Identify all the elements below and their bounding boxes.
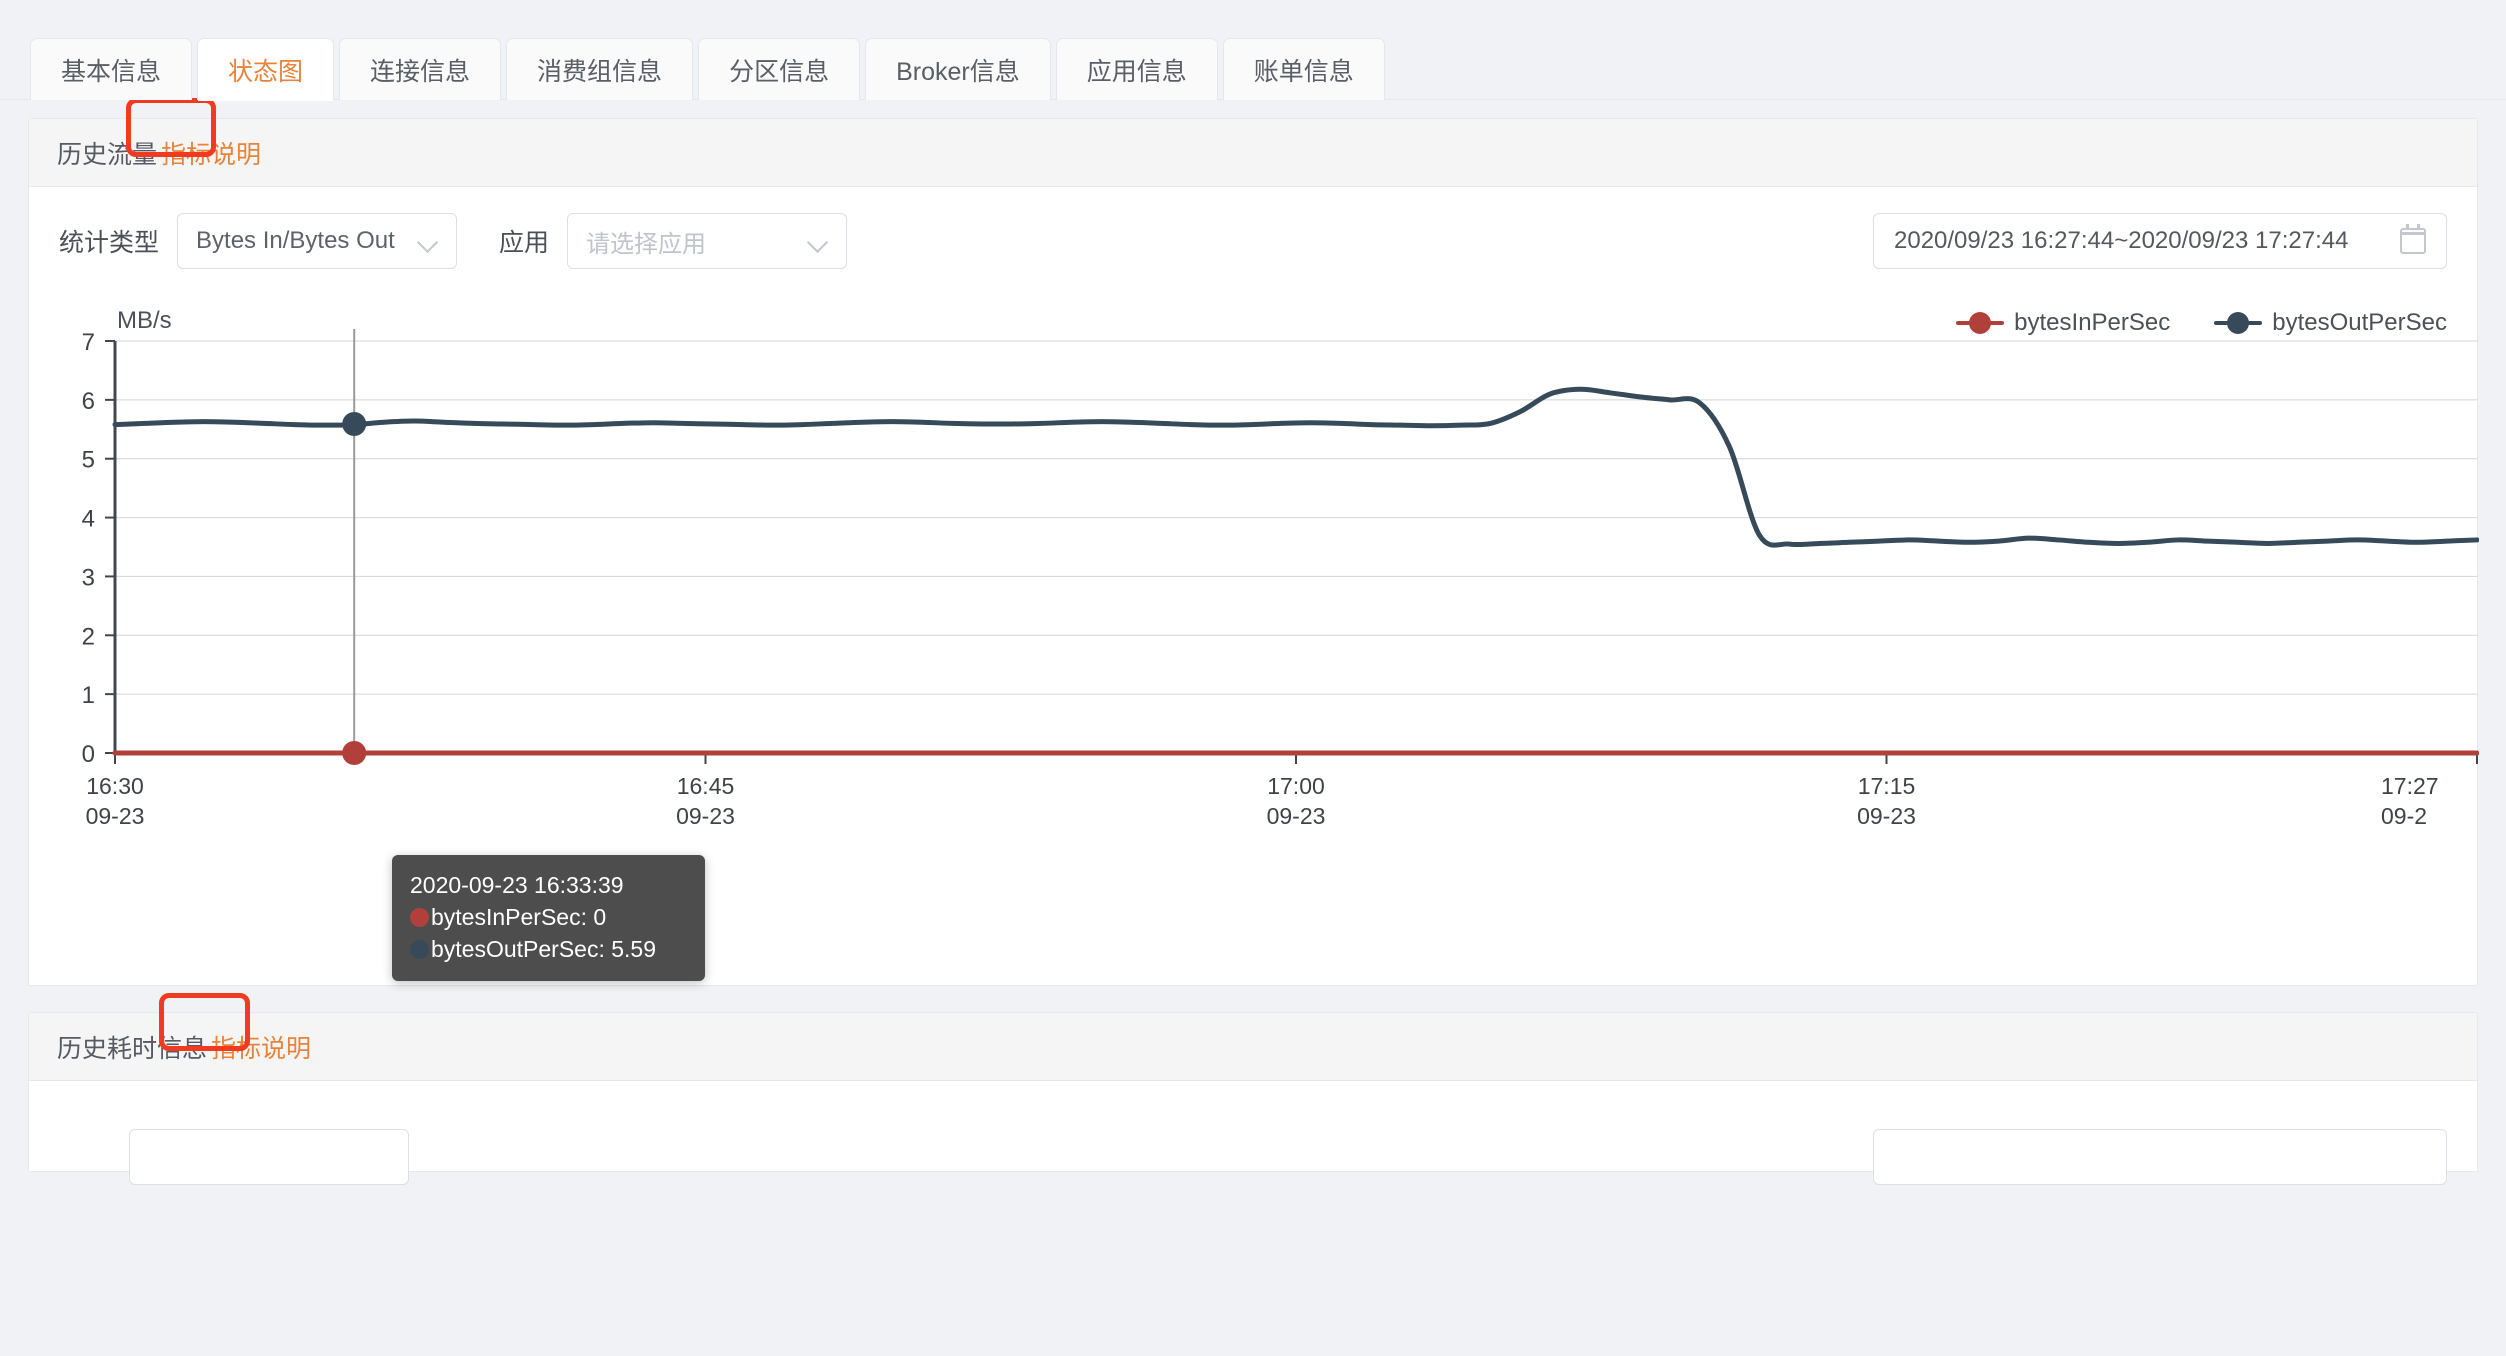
x-axis-tick-label: 17:27 09-2 [2381, 773, 2439, 829]
tab-billing-info[interactable]: 账单信息 [1222, 38, 1385, 100]
chart-canvas[interactable]: 0 1 2 3 4 5 6 7 [29, 295, 2479, 985]
tab-label: 消费组信息 [537, 57, 663, 86]
filter-bar: 统计类型 Bytes In/Bytes Out 应用 请选择应用 2020/09… [29, 187, 2477, 295]
legend-label: bytesInPerSec [2014, 309, 2171, 336]
legend-marker-icon [2214, 312, 2263, 334]
panel-header: 历史流量 指标说明 [29, 98, 2477, 187]
svg-text:1: 1 [82, 682, 95, 709]
x-axis-tick-label: 16:45 09-23 [676, 773, 735, 829]
tab-label: 分区信息 [729, 57, 830, 86]
tab-status-chart[interactable]: 状态图 [197, 38, 335, 101]
x-axis-tick-label: 17:15 09-23 [1857, 773, 1916, 829]
tab-label: 状态图 [228, 57, 304, 86]
history-traffic-panel: 历史流量 指标说明 统计类型 Bytes In/Bytes Out 应用 请选择… [28, 98, 2479, 986]
calendar-icon [2400, 224, 2426, 254]
metric-description-link[interactable]: 指标说明 [161, 140, 262, 169]
tab-label: 账单信息 [1253, 57, 1354, 86]
app-label: 应用 [499, 229, 550, 257]
stat-type-value: Bytes In/Bytes Out [196, 227, 395, 254]
tab-connection-info[interactable]: 连接信息 [339, 38, 502, 100]
tab-partition-info[interactable]: 分区信息 [698, 38, 861, 100]
tab-label: 基本信息 [61, 57, 162, 86]
svg-text:5: 5 [82, 447, 95, 474]
panel-title: 历史流量 [57, 140, 158, 169]
tab-app-info[interactable]: 应用信息 [1055, 38, 1218, 100]
stat-type-select[interactable]: Bytes In/Bytes Out [177, 213, 458, 269]
date-range-value: 2020/09/23 16:27:44~2020/09/23 17:27:44 [1894, 227, 2349, 254]
x-axis-tick-label: 17:00 09-23 [1266, 773, 1326, 829]
stat-type-label: 统计类型 [59, 229, 160, 257]
svg-text:4: 4 [82, 506, 95, 533]
tab-label: Broker信息 [896, 57, 1020, 86]
svg-text:6: 6 [82, 388, 95, 415]
legend-item-bytesInPerSec[interactable]: bytesInPerSec [1956, 309, 2170, 337]
chart-legend: bytesInPerSec bytesOutPerSec [1956, 309, 2447, 337]
y-axis-unit-label: MB/s [117, 307, 172, 334]
app-placeholder: 请选择应用 [586, 230, 707, 258]
app-select[interactable]: 请选择应用 [567, 213, 848, 269]
svg-text:2: 2 [82, 623, 95, 650]
tab-label: 连接信息 [370, 57, 471, 86]
svg-text:7: 7 [82, 329, 95, 356]
x-axis-tick-label: 16:30 09-23 [85, 773, 145, 829]
metric-description-link[interactable]: 指标说明 [211, 1034, 312, 1063]
tab-basic-info[interactable]: 基本信息 [30, 38, 193, 100]
traffic-chart: MB/s bytesInPerSec bytesOutPerSec 0 1 2 3 4 5… [29, 295, 2479, 985]
tab-consumer-group-info[interactable]: 消费组信息 [506, 38, 694, 100]
panel-title: 历史耗时信息 [57, 1034, 208, 1063]
legend-label: bytesOutPerSec [2272, 309, 2447, 336]
panel-header: 历史耗时信息 指标说明 [29, 993, 2477, 1081]
svg-text:0: 0 [82, 741, 95, 768]
svg-text:3: 3 [82, 564, 95, 591]
tab-bar: 基本信息 状态图 连接信息 消费组信息 分区信息 Broker信息 应用信息 账… [0, 0, 2506, 101]
chevron-down-icon [809, 235, 828, 246]
latency-filter-bar [29, 1081, 2477, 1185]
latency-stat-type-select[interactable] [129, 1129, 409, 1185]
history-latency-panel: 历史耗时信息 指标说明 [28, 993, 2478, 1185]
chevron-down-icon [419, 235, 438, 246]
date-range-picker[interactable]: 2020/09/23 16:27:44~2020/09/23 17:27:44 [1873, 213, 2447, 269]
tab-label: 应用信息 [1086, 57, 1187, 86]
latency-date-range-picker[interactable] [1873, 1129, 2447, 1185]
legend-item-bytesOutPerSec[interactable]: bytesOutPerSec [2214, 309, 2447, 337]
legend-marker-icon [1956, 312, 2005, 334]
tab-broker-info[interactable]: Broker信息 [865, 38, 1051, 100]
